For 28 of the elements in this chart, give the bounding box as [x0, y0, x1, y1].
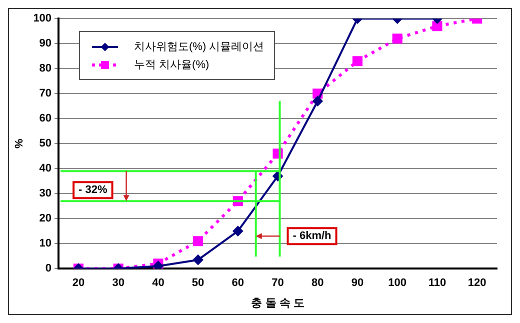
y-tick-label: 90: [39, 38, 52, 50]
y-axis-title: %: [14, 138, 26, 148]
x-tick-label: 20: [72, 277, 85, 290]
x-tick-label: 60: [232, 277, 244, 290]
y-tick-label: 10: [39, 238, 52, 250]
y-tick-label: 40: [39, 162, 52, 175]
legend-label: 누적 치사율(%): [134, 58, 210, 72]
y-tick-label: 20: [39, 212, 52, 225]
x-tick-label: 80: [312, 277, 324, 290]
y-tick-label: 50: [39, 138, 52, 150]
x-tick-label: 120: [468, 277, 486, 290]
x-axis-title: 충 돌 속 도: [251, 297, 304, 310]
x-tick-label: 40: [152, 277, 164, 290]
x-tick-label: 110: [428, 277, 446, 290]
y-tick-label: 0: [45, 262, 52, 275]
x-tick-label: 70: [272, 277, 284, 290]
y-tick-label: 30: [39, 188, 52, 200]
x-tick-label: 100: [388, 277, 407, 290]
x-tick-label: 30: [112, 277, 124, 290]
annotation: - 6km/h: [292, 230, 332, 242]
y-tick-label: 80: [39, 62, 52, 75]
y-tick-label: 60: [39, 112, 52, 125]
y-tick-label: 70: [39, 88, 52, 100]
legend-label: 치사위험도(%) 시뮬레이션: [134, 40, 264, 54]
y-tick-label: 100: [33, 12, 52, 25]
annotation: - 32%: [78, 184, 108, 196]
x-tick-label: 50: [192, 277, 204, 290]
x-tick-label: 90: [351, 277, 364, 290]
